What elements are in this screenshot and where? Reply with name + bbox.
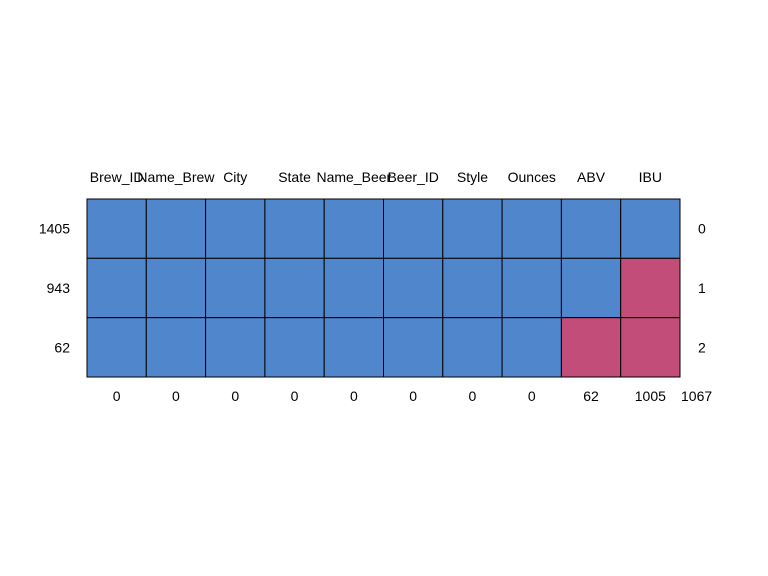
row-missing-count-label: 0 [698,221,706,237]
row-missing-count-label: 2 [698,339,706,355]
row-frequency-label: 62 [54,339,70,355]
observed-cell [501,257,562,319]
missing-cell [560,317,622,378]
column-missing-total-label: 1005 [635,388,666,404]
observed-cell [323,198,385,259]
column-label: ABV [577,169,606,185]
observed-cell [86,198,147,259]
column-label: Name_Beer [316,169,391,185]
observed-cell [145,317,207,378]
observed-cell [560,257,622,319]
observed-cell [442,317,503,378]
column-label: Ounces [508,169,556,185]
column-label: State [278,169,311,185]
observed-cell [323,317,385,378]
observed-cell [86,317,147,378]
column-label: IBU [639,169,662,185]
observed-cell [383,257,444,319]
observed-cell [205,257,266,319]
column-missing-total-label: 0 [172,388,180,404]
observed-cell [501,317,562,378]
observed-cell [383,198,444,259]
column-missing-total-label: 0 [409,388,417,404]
column-missing-total-label: 0 [231,388,239,404]
observed-cell [501,198,562,259]
observed-cell [442,257,503,319]
observed-cell [205,317,266,378]
column-missing-total-label: 0 [113,388,121,404]
observed-cell [383,317,444,378]
column-missing-total-label: 0 [528,388,536,404]
observed-cell [620,198,681,259]
row-frequency-label: 1405 [39,221,70,237]
observed-cell [442,198,503,259]
observed-cell [323,257,385,319]
observed-cell [86,257,147,319]
column-missing-total-label: 0 [469,388,477,404]
column-label: City [223,169,247,185]
column-label: Beer_ID [387,169,438,185]
column-missing-total-label: 0 [350,388,358,404]
column-label: Name_Brew [137,169,215,185]
missing-cell [620,257,681,319]
observed-cell [205,198,266,259]
observed-cell [264,257,325,319]
observed-cell [264,198,325,259]
row-missing-count-label: 1 [698,280,706,296]
observed-cell [264,317,325,378]
row-frequency-label: 943 [47,280,71,296]
observed-cell [145,198,207,259]
column-missing-total-label: 62 [583,388,599,404]
column-label: Style [457,169,488,185]
grand-total-missing-label: 1067 [681,388,712,404]
observed-cell [145,257,207,319]
missing-cell [620,317,681,378]
column-label: Brew_ID [90,169,144,185]
observed-cell [560,198,622,259]
column-missing-total-label: 0 [291,388,299,404]
